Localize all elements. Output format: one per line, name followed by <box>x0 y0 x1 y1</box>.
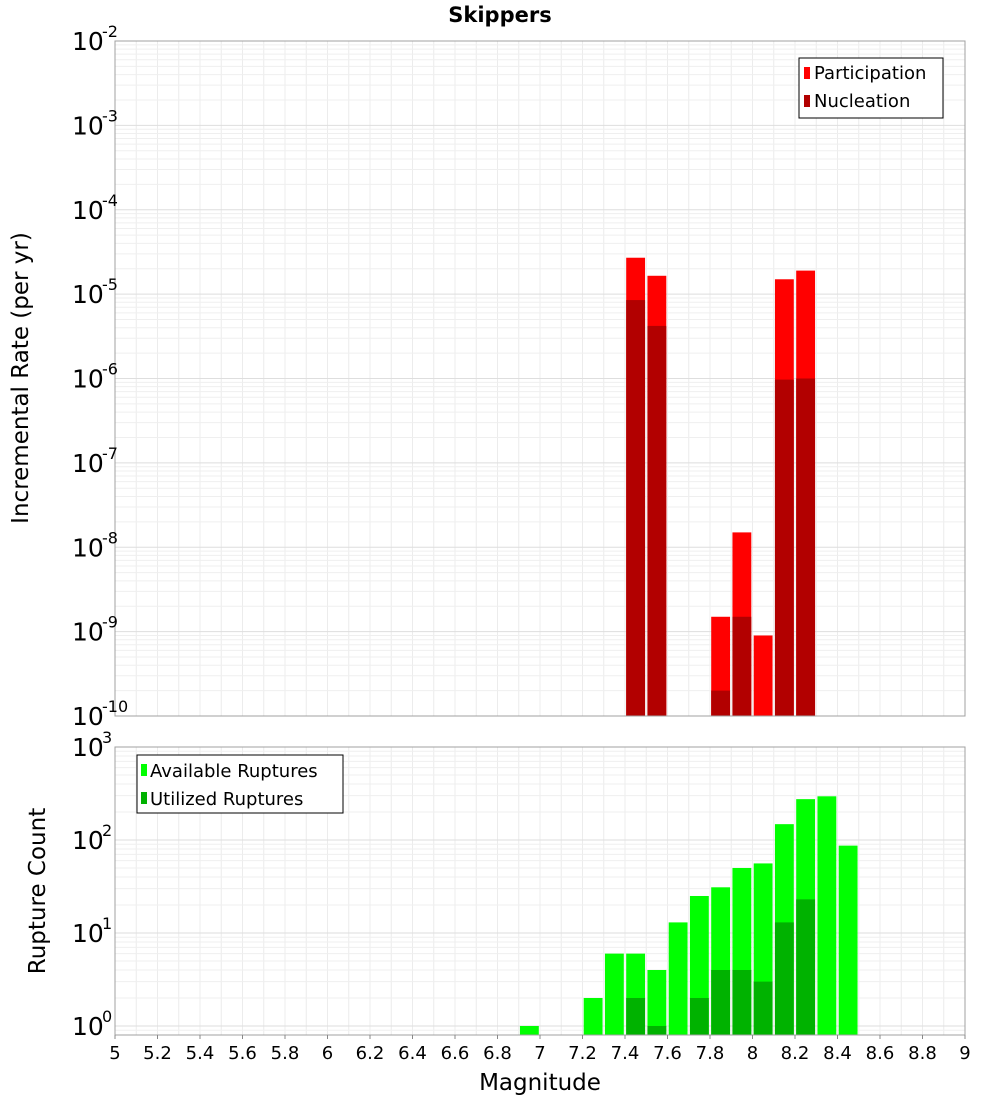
x-tick-label: 6.6 <box>441 1043 470 1064</box>
y-tick-exponent: -4 <box>102 191 118 210</box>
top-bar-b <box>711 690 731 716</box>
legend-swatch-utilized <box>141 792 147 804</box>
bottom-y-axis-label: Rupture Count <box>25 808 51 974</box>
x-tick-label: 5.6 <box>228 1043 257 1064</box>
x-tick-label: 7.6 <box>653 1043 682 1064</box>
y-tick-exponent: -10 <box>102 697 128 716</box>
top-bar-b <box>774 379 794 716</box>
y-tick-exponent: 1 <box>102 914 112 933</box>
top-legend-box <box>798 57 944 119</box>
bottom-bar-b <box>711 969 731 1035</box>
y-tick-label: 10 <box>72 618 104 647</box>
bottom-bar-b <box>647 1025 667 1035</box>
legend-label-participation: Participation <box>814 63 926 84</box>
top-plot-border <box>114 40 966 717</box>
x-tick-label: 5.8 <box>271 1043 300 1064</box>
x-tick-label: 8.4 <box>823 1043 852 1064</box>
top-gridlines <box>114 40 966 717</box>
top-y-axis-label: Incremental Rate (per yr) <box>8 232 34 524</box>
x-tick-label: 9 <box>959 1043 970 1064</box>
bottom-bar-a <box>817 796 837 1035</box>
y-tick-label: 10 <box>72 733 104 762</box>
y-tick-label: 10 <box>72 196 104 225</box>
legend-label-utilized: Utilized Ruptures <box>150 789 303 810</box>
x-tick-labels: 5 5.2 5.4 5.6 5.8 6 6.2 6.4 6.6 6.8 7 7.2 7.4 7.6 7.8 8… <box>109 1035 971 1064</box>
legend-swatch-participation <box>804 67 810 79</box>
top-bar-b <box>732 616 752 716</box>
y-tick-exponent: -3 <box>102 106 118 125</box>
y-tick-label: 10 <box>72 449 104 478</box>
y-tick-label: 10 <box>72 702 104 731</box>
x-tick-label: 7.2 <box>568 1043 597 1064</box>
legend-label-nucleation: Nucleation <box>814 91 910 112</box>
bottom-bar-a <box>583 997 603 1035</box>
x-tick-label: 6.2 <box>356 1043 385 1064</box>
y-tick-exponent: -6 <box>102 360 118 379</box>
legend-swatch-nucleation <box>804 95 810 107</box>
x-tick-label: 5.4 <box>186 1043 215 1064</box>
bottom-bars <box>519 796 858 1035</box>
bottom-bar-a <box>519 1025 539 1035</box>
y-tick-exponent: -9 <box>102 613 118 632</box>
x-tick-label: 8 <box>747 1043 758 1064</box>
x-tick-label: 5.2 <box>143 1043 172 1064</box>
bottom-bar-b <box>626 997 646 1035</box>
legend-label-available: Available Ruptures <box>150 761 318 782</box>
y-tick-exponent: 2 <box>102 821 112 840</box>
x-tick-label: 8.8 <box>908 1043 937 1064</box>
y-tick-exponent: -5 <box>102 275 118 294</box>
y-tick-label: 10 <box>72 826 104 855</box>
y-tick-label: 10 <box>72 533 104 562</box>
y-tick-exponent: -2 <box>102 22 118 41</box>
top-bar-b <box>626 300 646 716</box>
top-legend: Participation Nucleation <box>798 57 944 119</box>
bottom-bar-b <box>753 981 773 1035</box>
y-tick-label: 10 <box>72 365 104 394</box>
x-tick-label: 7.8 <box>696 1043 725 1064</box>
chart-title: Skippers <box>448 3 551 27</box>
y-tick-exponent: -7 <box>102 444 118 463</box>
bottom-legend-box <box>136 754 344 814</box>
bottom-legend: Available Ruptures Utilized Ruptures <box>136 754 344 814</box>
bottom-bar-b <box>796 899 816 1035</box>
y-tick-exponent: 3 <box>102 728 112 747</box>
x-tick-label: 6 <box>322 1043 333 1064</box>
x-tick-label: 7.4 <box>611 1043 640 1064</box>
y-tick-label: 10 <box>72 27 104 56</box>
y-tick-exponent: 0 <box>102 1007 112 1026</box>
y-tick-label: 10 <box>72 1012 104 1041</box>
bottom-bar-a <box>668 922 688 1035</box>
top-bars <box>626 257 816 716</box>
top-bar-b <box>647 325 667 716</box>
x-tick-label: 6.4 <box>398 1043 427 1064</box>
top-bar-a <box>753 635 773 716</box>
x-tick-label: 7 <box>534 1043 545 1064</box>
x-axis-label: Magnitude <box>479 1070 601 1096</box>
bottom-bar-b <box>689 997 709 1035</box>
x-tick-label: 5 <box>109 1043 120 1064</box>
bottom-bar-a <box>604 953 624 1035</box>
x-tick-label: 6.8 <box>483 1043 512 1064</box>
y-tick-exponent: -8 <box>102 528 118 547</box>
bottom-bar-b <box>774 922 794 1035</box>
bottom-bar-a <box>647 969 667 1035</box>
bottom-bar-a <box>838 845 858 1035</box>
x-tick-label: 8.6 <box>866 1043 895 1064</box>
y-tick-label: 10 <box>72 111 104 140</box>
x-tick-label: 8.2 <box>781 1043 810 1064</box>
bottom-bar-b <box>732 969 752 1035</box>
top-bar-b <box>796 378 816 716</box>
y-tick-label: 10 <box>72 280 104 309</box>
legend-swatch-available <box>141 764 147 776</box>
y-tick-label: 10 <box>72 919 104 948</box>
